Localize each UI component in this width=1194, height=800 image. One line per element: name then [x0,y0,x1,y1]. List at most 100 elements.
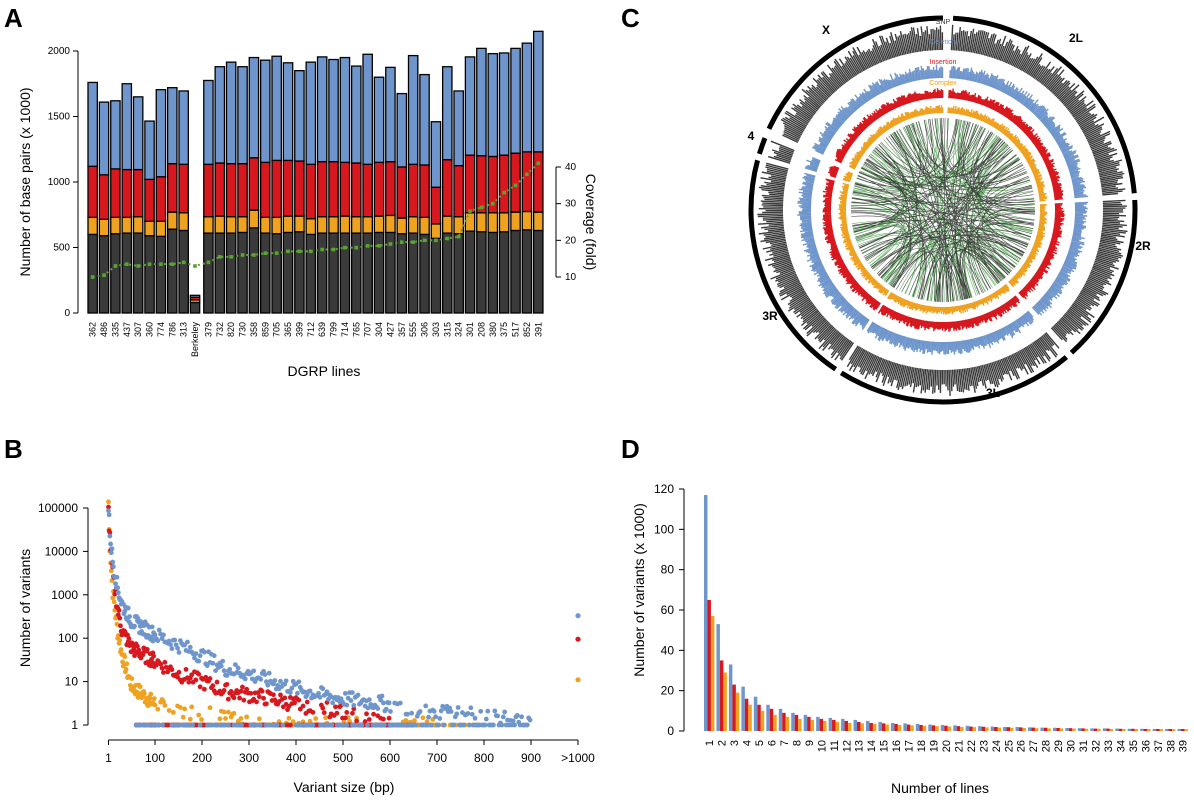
panel-a-bar-segment-deletion [350,65,362,164]
panel-d-bar-insertion [944,725,948,731]
panel-c-track-label: Deletion [930,39,956,46]
panel-d-x-tick-label: 20 [941,740,953,752]
panel-b-point-deletion [254,722,259,728]
panel-a-bar-segment-complex [339,215,351,234]
panel-d-x-tick-label: 8 [791,740,803,746]
panel-b-point-deletion [172,637,178,643]
panel-a-bar-segment-insertion [144,178,155,222]
panel-b-point-deletion [299,722,305,728]
panel-b-point-deletion [320,686,326,692]
panel-d-bar-complex [1172,729,1176,731]
panel-b-point-deletion [467,722,472,728]
panel-d-x-tick-label: 35 [1128,740,1140,752]
panel-a-coverage-point [490,201,495,206]
panel-d-bar-insertion [1006,727,1010,731]
panel-a-bar-segment-deletion [178,90,189,165]
panel-b-point-deletion [461,722,467,728]
panel-a-x-tick-label: 639 [317,322,327,337]
panel-b-point-deletion [239,722,244,728]
panel-d-bar-insertion [1156,728,1160,731]
panel-b-point-deletion [426,714,431,720]
panel-d-x-tick-label: 26 [1016,740,1028,752]
panel-b-point-complex [575,677,581,683]
panel-d-bar-deletion [940,724,945,731]
panel-b-point-deletion [106,508,111,514]
panel-a-x-tick-label: 786 [167,322,177,337]
panel-b-point-insertion [278,692,283,698]
panel-a-bar-segment-deletion [521,42,533,153]
panel-c-chromosome-label: 3L [986,386,1000,400]
panel-a-bar-segment-snp [203,232,214,314]
panel-a-bar-segment-complex [271,216,282,235]
panel-b-point-deletion [258,676,264,682]
panel-a-coverage-point [365,244,370,248]
panel-b-point-deletion [222,722,227,728]
panel-a-x-tick-label: 714 [340,322,350,337]
panel-a-x-tick-label: 820 [226,322,236,337]
panel-b-y-axis-title: Number of variants [17,549,33,667]
panel-b-point-complex [177,705,183,710]
panel-d-bar-deletion [1090,728,1094,731]
panel-b-point-complex [256,716,262,722]
panel-d-bar-deletion [1015,726,1019,731]
panel-d-x-tick-label: 22 [966,740,978,752]
panel-b-point-deletion [404,711,410,717]
panel-a-bar-segment-snp [271,233,282,314]
panel-d-bar-deletion [1140,728,1144,731]
panel-d-x-tick-label: 33 [1103,740,1115,752]
panel-d-x-tick-label: 4 [742,740,754,746]
panel-d-bar-deletion [728,664,733,731]
panel-d-bar-insertion [869,722,873,731]
panel-b-point-deletion [448,709,454,714]
panel-c-track-deletion [797,64,1089,355]
panel-d-bar-insertion [1131,728,1135,731]
panel-a-bar-segment-snp [214,232,226,314]
panel-d-x-tick-label: 15 [879,740,891,752]
panel-b-point-insertion [371,711,376,717]
panel-b-point-deletion [348,698,354,703]
panel-b-x-tick-label: 100 [145,751,165,765]
panel-b-point-deletion [225,722,231,728]
panel-d-y-tick-label: 80 [661,563,675,577]
panel-d-x-tick-label: 7 [779,740,791,746]
panel-a-y2-tick-label: 10 [565,272,577,283]
panel-b-point-deletion [107,533,113,539]
panel-b-point-insertion [314,722,320,728]
panel-b-point-complex [152,702,158,708]
panel-d-bar-deletion [1052,727,1057,731]
panel-d-bar-insertion [881,723,886,731]
panel-a-bar-segment-insertion [87,165,98,219]
panel-d-bar-deletion [1040,727,1044,731]
panel-a-bar-segment-deletion [98,101,110,176]
panel-a-y-tick-label: 1500 [48,112,71,123]
panel-a-bar-segment-insertion [373,161,385,217]
panel-d-bar-insertion [919,724,923,731]
panel-b-point-deletion [125,605,131,611]
panel-a-bar-segment-complex [203,216,214,234]
panel-d-x-tick-label: 12 [841,740,853,752]
panel-a-x-tick-label: Berkeley [190,322,200,358]
panel-b-point-insertion [189,672,195,678]
panel-b-point-complex [223,716,228,721]
panel-a-coverage-point [170,262,175,266]
panel-d-x-tick-label: 6 [767,740,779,746]
panel-a-bar-segment-complex [214,215,226,234]
panel-b-point-deletion [196,658,202,664]
panel-a-bar-segment-snp [259,232,271,314]
panel-d-bar-insertion [707,599,711,731]
panel-a-bar-segment-insertion [155,176,167,222]
panel-b-y-tick-label: 1000 [51,588,78,602]
panel-b-point-deletion [375,706,381,711]
panel-d-bar-complex [1034,728,1039,731]
panel-b-point-deletion [209,722,214,728]
panel-b-point-insertion [342,715,348,721]
panel-a-bar-segment-complex [294,215,305,233]
panel-d-x-tick-label: 38 [1165,740,1177,752]
panel-a-coverage-point [343,245,347,250]
panel-b-point-deletion [250,722,256,728]
panel-a-x-tick-label: 380 [488,322,498,337]
panel-b-point-deletion [351,702,357,708]
panel-b-point-complex [286,715,292,721]
panel-b-point-deletion [359,722,365,728]
panel-a-bar-segment-deletion [259,59,271,163]
